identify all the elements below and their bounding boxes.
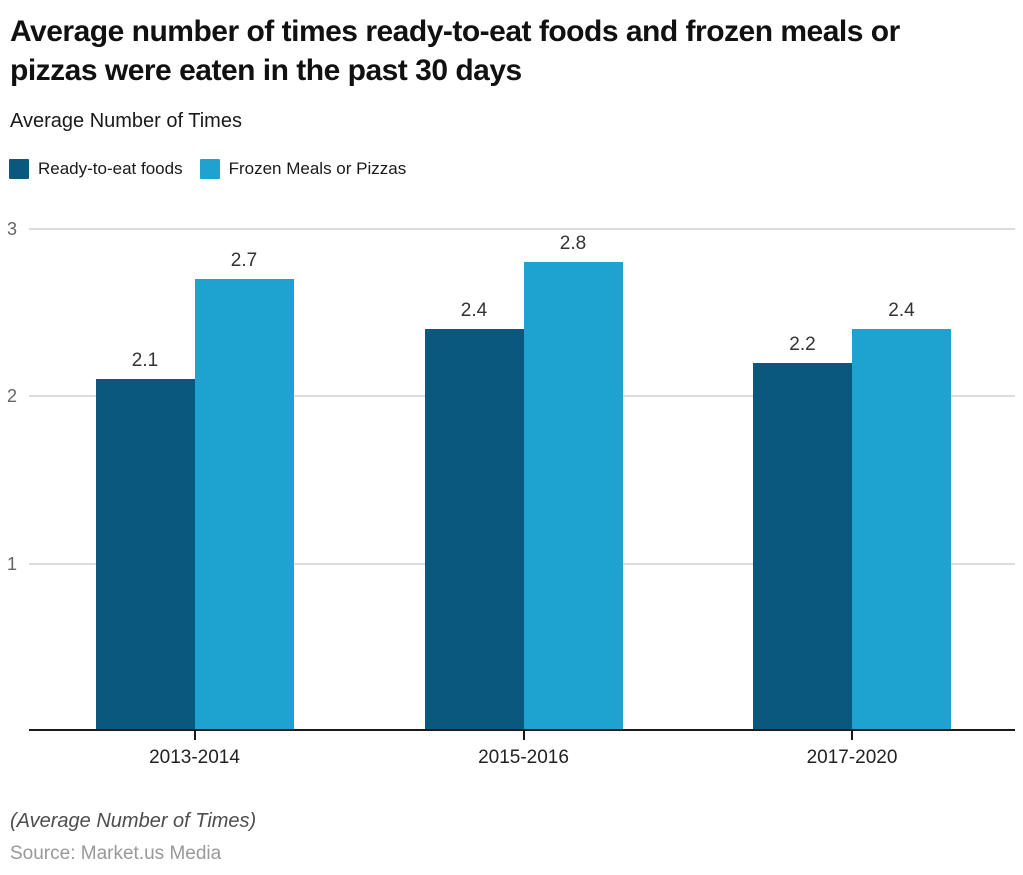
bar-ready-to-eat [753, 362, 852, 731]
x-axis-category-label: 2017-2020 [806, 747, 898, 768]
y-axis-tick-label: 2 [7, 386, 18, 406]
bar-value-label: 2.4 [888, 300, 915, 321]
legend-item-frozen-meals: Frozen Meals or Pizzas [199, 159, 407, 179]
chart-subtitle: Average Number of Times [10, 110, 242, 132]
legend-swatch-ready-to-eat [9, 159, 29, 179]
bar-value-label: 2.7 [230, 249, 258, 271]
y-axis-tick-label: 1 [7, 553, 18, 574]
bar-frozen-meals [523, 262, 623, 731]
gridline [29, 227, 1015, 230]
y-axis-tick-label: 3 [7, 218, 18, 239]
x-axis-line [29, 729, 1015, 731]
legend-label: Frozen Meals or Pizzas [228, 159, 407, 178]
x-axis-tick [522, 731, 525, 740]
legend-label: Ready-to-eat foods [38, 159, 183, 178]
bar-value-label: 2.4 [460, 300, 488, 321]
bar-ready-to-eat [95, 379, 195, 731]
x-axis-category-label: 2015-2016 [478, 747, 569, 768]
bar-value-label: 2.1 [131, 350, 159, 372]
source-credit: Source: Market.us Media [10, 843, 222, 864]
bar-frozen-meals [852, 329, 951, 731]
bar-value-label: 2.8 [559, 233, 587, 254]
bar-ready-to-eat [424, 329, 524, 731]
x-axis-tick [193, 731, 196, 740]
x-axis-tick [851, 731, 853, 740]
legend-swatch-frozen-meals [199, 159, 220, 179]
chart-title: Average number of times ready-to-eat foo… [10, 15, 900, 87]
axis-unit-footnote: (Average Number of Times) [10, 810, 257, 832]
legend: Ready-to-eat foods Frozen Meals or Pizza… [9, 159, 406, 179]
bar-frozen-meals [194, 278, 294, 731]
x-axis-category-label: 2013-2014 [149, 747, 240, 768]
legend-item-ready-to-eat: Ready-to-eat foods [9, 159, 183, 179]
bar-value-label: 2.2 [789, 333, 816, 355]
